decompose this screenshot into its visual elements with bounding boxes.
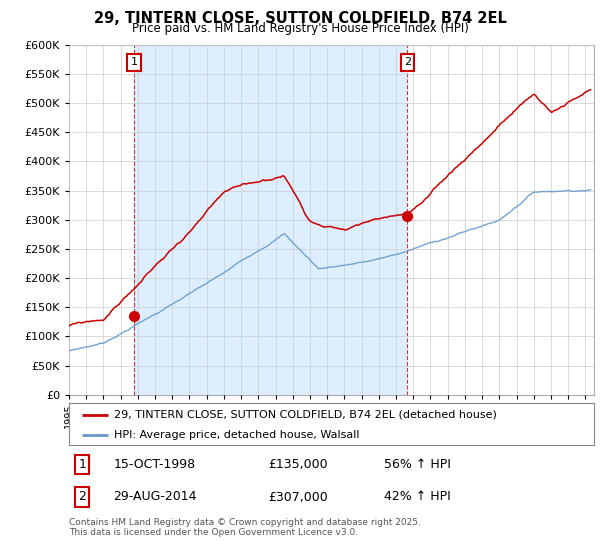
Text: 42% ↑ HPI: 42% ↑ HPI	[384, 491, 451, 503]
Text: 15-OCT-1998: 15-OCT-1998	[113, 458, 196, 471]
Text: 29-AUG-2014: 29-AUG-2014	[113, 491, 197, 503]
Text: Contains HM Land Registry data © Crown copyright and database right 2025.
This d: Contains HM Land Registry data © Crown c…	[69, 518, 421, 538]
Bar	[134, 45, 407, 395]
Text: 2: 2	[78, 491, 86, 503]
Text: 2: 2	[404, 57, 411, 67]
Text: £307,000: £307,000	[269, 491, 328, 503]
Text: 29, TINTERN CLOSE, SUTTON COLDFIELD, B74 2EL (detached house): 29, TINTERN CLOSE, SUTTON COLDFIELD, B74…	[113, 410, 497, 420]
Text: 29, TINTERN CLOSE, SUTTON COLDFIELD, B74 2EL: 29, TINTERN CLOSE, SUTTON COLDFIELD, B74…	[94, 11, 506, 26]
Text: 1: 1	[131, 57, 138, 67]
Text: 1: 1	[78, 458, 86, 471]
Text: £135,000: £135,000	[269, 458, 328, 471]
Text: HPI: Average price, detached house, Walsall: HPI: Average price, detached house, Wals…	[113, 430, 359, 440]
Text: Price paid vs. HM Land Registry's House Price Index (HPI): Price paid vs. HM Land Registry's House …	[131, 22, 469, 35]
Text: 56% ↑ HPI: 56% ↑ HPI	[384, 458, 451, 471]
